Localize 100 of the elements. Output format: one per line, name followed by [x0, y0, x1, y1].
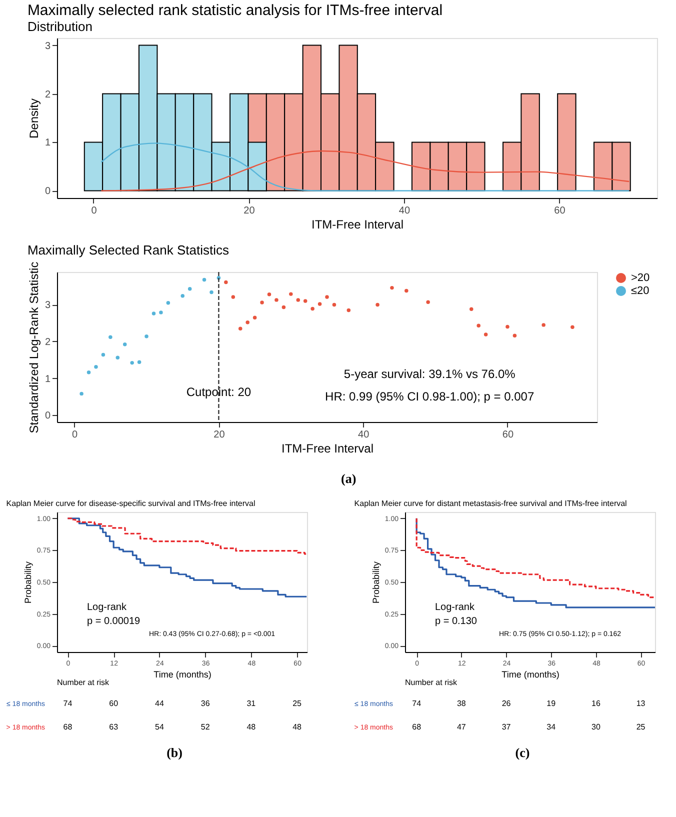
text: 26 [502, 698, 512, 708]
point [542, 323, 546, 327]
text: 74 [412, 698, 422, 708]
point [166, 301, 170, 305]
line-series [100, 142, 630, 192]
chart-title: Kaplan Meier curve for distant metastasis-free survival and ITMs-free interval [354, 499, 628, 508]
y-tick-label: 3 [44, 40, 51, 52]
y-tick-label: 0 [44, 410, 51, 422]
point [188, 287, 192, 291]
point [80, 392, 84, 396]
annotation: HR: 0.99 (95% CI 0.98-1.00); p = 0.007 [325, 390, 534, 404]
point [260, 300, 264, 304]
chart-subtitle: Distribution [27, 19, 92, 34]
point [512, 334, 517, 338]
x-tick-label: 20 [214, 430, 226, 440]
text: 36 [200, 698, 210, 708]
x-tick-label: 40 [358, 430, 370, 440]
text: 13 [636, 698, 646, 708]
point [122, 342, 127, 346]
y-axis-title: Probability [22, 560, 33, 604]
ref-line-label: Cutpoint: 20 [186, 385, 252, 399]
text: 37 [502, 722, 512, 732]
point [470, 307, 474, 311]
text: (a) [341, 471, 356, 486]
text: 48 [292, 722, 302, 732]
point [476, 324, 480, 328]
point [180, 294, 184, 298]
text: 31 [246, 698, 256, 708]
text: 25 [292, 698, 302, 708]
point [231, 295, 236, 299]
legend-label: ≤20 [631, 285, 650, 297]
text: 68 [412, 722, 422, 732]
point [144, 334, 148, 338]
x-axis-title: ITM-Free Interval [281, 442, 374, 456]
point [108, 335, 112, 339]
text: (c) [515, 744, 530, 760]
text: 54 [154, 722, 164, 732]
point [137, 360, 142, 364]
point [390, 286, 394, 290]
text: 74 [63, 698, 73, 708]
y-tick-label: 3 [44, 300, 51, 312]
point [484, 332, 488, 336]
text: 48 [246, 722, 256, 732]
point [252, 316, 257, 320]
point [224, 280, 228, 284]
text: 52 [200, 722, 210, 732]
chart-title: Maximally Selected Rank Statistics [27, 242, 230, 258]
text: 34 [546, 722, 556, 732]
annotation: 5-year survival: 39.1% vs 76.0% [344, 367, 516, 381]
point [86, 370, 91, 374]
point [570, 325, 574, 330]
point [376, 302, 380, 307]
text: 19 [546, 698, 556, 708]
point [101, 352, 106, 357]
point [426, 300, 430, 304]
point [318, 302, 322, 306]
point [202, 278, 206, 282]
x-tick-label: 60 [554, 206, 566, 216]
text: 68 [63, 722, 73, 732]
point [296, 298, 300, 302]
point [130, 360, 134, 365]
text: 60 [109, 698, 119, 708]
annotation: p = 0.130 [435, 616, 478, 628]
point [238, 326, 242, 330]
point [404, 288, 408, 293]
line-series [100, 150, 630, 192]
y-tick-label: 2 [44, 336, 51, 348]
annotation: p = 0.00019 [87, 616, 141, 628]
point [94, 364, 98, 369]
y-axis-title: Probability [370, 560, 381, 604]
point [289, 292, 293, 296]
y-tick-label: 1 [44, 374, 51, 385]
text: (b) [166, 744, 182, 760]
x-tick-label: 0 [72, 430, 78, 440]
text: 25 [636, 722, 646, 732]
x-axis-title: Time (months) [154, 670, 212, 680]
chart-title: Kaplan Meier curve for disease-specific survival and ITMs-free interval [6, 499, 256, 508]
text: Number at risk [57, 678, 110, 687]
point [282, 305, 286, 310]
point [274, 298, 278, 302]
y-axis-title: Standardized Log-Rank Statistic [26, 262, 41, 434]
point [159, 310, 163, 314]
text: 16 [592, 698, 601, 708]
text: 63 [109, 722, 119, 732]
point [506, 324, 510, 329]
text: 44 [154, 698, 164, 708]
chart-title: Maximally selected rank statistic analysis for ITMs-free interval [27, 2, 443, 19]
text: 30 [592, 722, 601, 732]
text: 38 [456, 698, 466, 708]
y-axis-title: Density [26, 98, 41, 139]
text: Number at risk [405, 678, 458, 687]
point [310, 306, 314, 311]
x-axis-title: Time (months) [502, 670, 560, 680]
point [303, 299, 308, 303]
point [267, 292, 272, 296]
y-tick-label: 1 [44, 138, 51, 149]
point [210, 290, 214, 294]
point [346, 308, 351, 312]
annotation: Log-rank [87, 602, 128, 614]
point [152, 312, 156, 316]
